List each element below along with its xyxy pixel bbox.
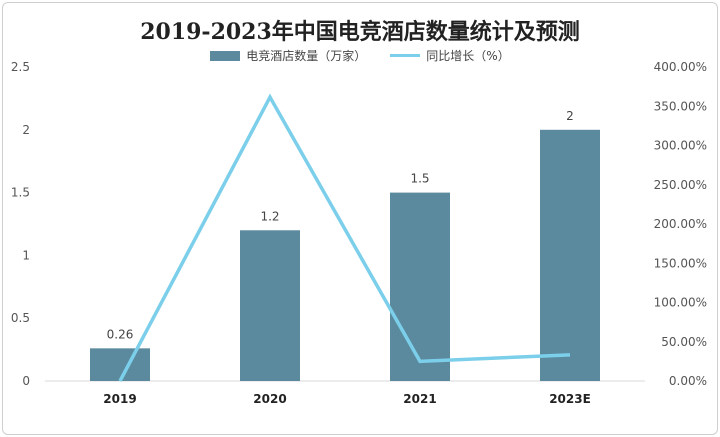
bar-data-label: 2 <box>566 109 574 123</box>
legend-swatch-line <box>390 54 421 57</box>
y-left-tick-label: 1.5 <box>11 186 30 200</box>
x-tick-label: 2020 <box>253 392 286 406</box>
bar <box>540 129 600 381</box>
y-left-tick-label: 0.5 <box>11 311 30 325</box>
y-left-tick-label: 2.5 <box>11 60 30 74</box>
bar <box>390 192 450 381</box>
legend-item-line: 同比增长（%） <box>390 47 510 64</box>
growth-line <box>118 93 571 382</box>
y-right-tick-label: 200.00% <box>654 217 707 231</box>
x-tick-label: 2021 <box>403 392 436 406</box>
bar-data-label: 1.5 <box>410 172 429 186</box>
bar <box>240 230 300 381</box>
y-right-tick-label: 250.00% <box>654 178 707 192</box>
x-tick-label: 2019 <box>103 392 136 406</box>
y-left-tick-label: 1 <box>22 248 30 262</box>
y-left-tick-label: 0 <box>22 374 30 388</box>
bar-data-label: 1.2 <box>260 209 279 223</box>
chart-legend: 电竞酒店数量（万家） 同比增长（%） <box>0 47 720 64</box>
y-right-tick-label: 150.00% <box>654 256 707 270</box>
legend-item-bar: 电竞酒店数量（万家） <box>210 47 366 64</box>
x-tick-label: 2023E <box>549 392 591 406</box>
chart-title: 2019-2023年中国电竞酒店数量统计及预测 <box>140 19 580 45</box>
y-right-tick-label: 350.00% <box>654 99 707 113</box>
y-right-tick-label: 100.00% <box>654 296 707 310</box>
bar-data-label: 0.26 <box>107 327 134 341</box>
legend-swatch-bar <box>210 50 241 61</box>
y-right-tick-label: 300.00% <box>654 139 707 153</box>
y-left-tick-label: 2 <box>22 123 30 137</box>
legend-label-bar: 电竞酒店数量（万家） <box>246 49 367 63</box>
y-right-tick-label: 0.00% <box>669 374 707 388</box>
legend-label-line: 同比增长（%） <box>426 49 510 63</box>
y-right-tick-label: 50.00% <box>661 335 707 349</box>
bar <box>90 348 150 381</box>
y-right-tick-label: 400.00% <box>654 60 707 74</box>
